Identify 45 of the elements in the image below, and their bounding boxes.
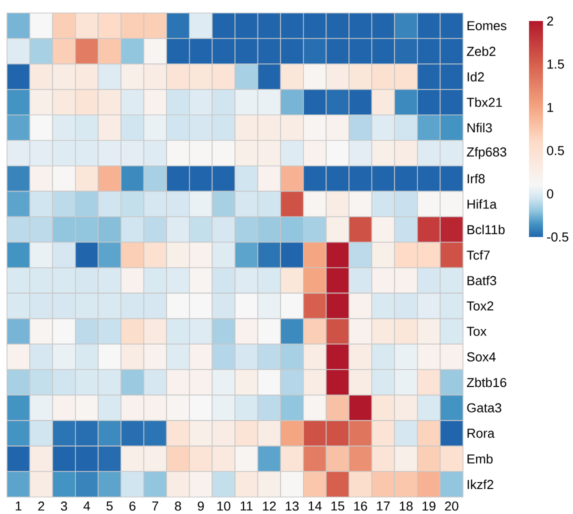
y-tick-label: Tbx21: [466, 97, 502, 107]
y-tick-label: Gata3: [467, 403, 502, 412]
x-tick-label: 13: [286, 502, 299, 511]
x-tick-label: 12: [262, 502, 276, 511]
y-tick-label: Batf3: [468, 276, 496, 286]
x-tick-label: 4: [84, 502, 90, 510]
x-tick-label: 6: [129, 502, 136, 511]
x-tick-label: 19: [422, 502, 436, 511]
y-tick-label: Sox4: [467, 352, 496, 362]
y-tick-label: Hif1a: [468, 199, 497, 209]
y-tick-label: Rora: [468, 428, 495, 438]
y-tick-label: Ikzf2: [468, 480, 494, 489]
x-tick-label: 1: [16, 502, 22, 510]
x-tick-label: 15: [331, 502, 344, 511]
y-tick-label: Eomes: [468, 21, 506, 30]
x-tick-label: 8: [174, 502, 182, 511]
x-tick-label: 17: [376, 502, 390, 510]
y-tick-label: Zfp683: [466, 147, 506, 160]
y-tick-label: Id2: [468, 72, 484, 82]
y-tick-label: Irf8: [468, 174, 485, 184]
y-tick-label: Tox: [466, 326, 487, 336]
x-tick-label: 2: [38, 502, 44, 511]
x-tick-label: 5: [106, 502, 113, 511]
color-bar-label: 1.5: [548, 60, 564, 69]
x-tick-label: 7: [152, 502, 158, 510]
x-tick-label: 18: [400, 502, 413, 511]
color-bar-label: 0: [547, 189, 554, 198]
x-tick-label: 10: [217, 502, 230, 511]
x-tick-label: 16: [354, 502, 368, 511]
y-tick-label: Nfil3: [468, 122, 492, 132]
x-tick-label: 3: [60, 502, 68, 511]
y-tick-label: Emb: [468, 454, 493, 464]
color-bar-label: 2: [547, 16, 554, 26]
color-bar-label: 1: [548, 102, 554, 112]
y-tick-label: Zbtb16: [466, 378, 506, 388]
x-tick-label: 20: [445, 502, 458, 511]
y-tick-label: Tox2: [466, 301, 494, 311]
y-tick-label: Bcl11b: [468, 224, 505, 234]
color-bar-label: -0.5: [547, 232, 568, 242]
color-bar-label: 0.5: [547, 146, 564, 156]
y-tick-label: Zeb2: [466, 46, 496, 56]
y-tick-label: Tcf7: [466, 250, 490, 260]
x-tick-label: 11: [240, 502, 252, 510]
x-tick-label: 9: [198, 502, 204, 511]
x-tick-label: 14: [308, 502, 322, 510]
